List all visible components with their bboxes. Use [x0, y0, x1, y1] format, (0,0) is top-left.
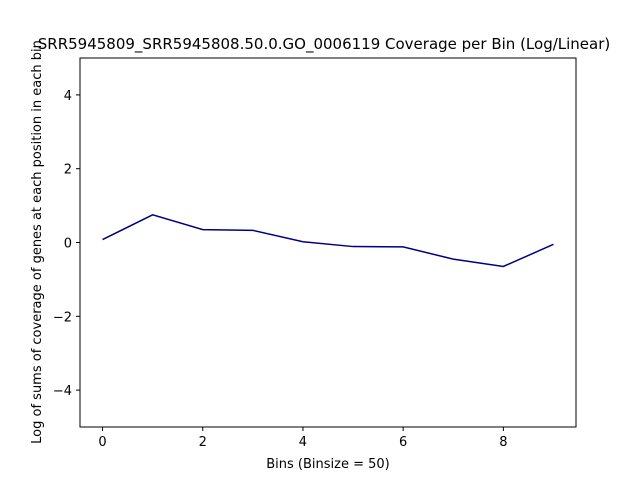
- y-axis-label: Log of sums of coverage of genes at each…: [30, 40, 45, 444]
- y-tick-label: 0: [64, 237, 72, 252]
- y-tick-label: 4: [64, 89, 72, 104]
- x-tick-label: 0: [98, 435, 106, 450]
- y-tick-label: −2: [53, 310, 72, 325]
- plot-area: 0 2 4 6 8 −4 −2 0 2 4: [53, 57, 577, 450]
- x-tick-label: 6: [399, 435, 407, 450]
- y-tick-label: 2: [64, 163, 72, 178]
- y-tick-label: −4: [53, 384, 72, 399]
- x-tick-label: 4: [299, 435, 307, 450]
- x-axis-label: Bins (Binsize = 50): [266, 457, 390, 472]
- chart-title: SRR5945809_SRR5945808.50.0.GO_0006119 Co…: [38, 35, 611, 54]
- series-line: [102, 214, 554, 268]
- x-tick-label: 8: [499, 435, 507, 450]
- x-tick-label: 2: [199, 435, 207, 450]
- axes-frame: [79, 57, 577, 428]
